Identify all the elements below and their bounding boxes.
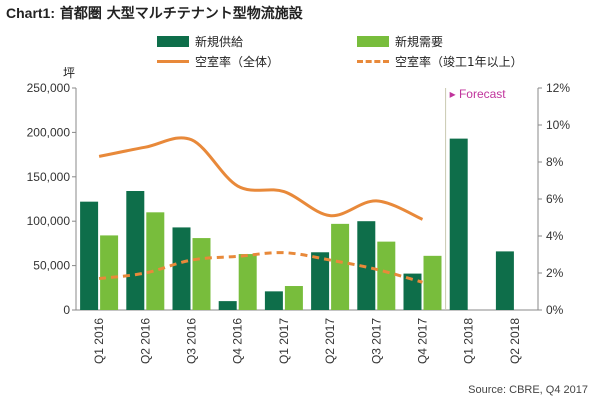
x-tick-label: Q1 2017	[277, 318, 291, 364]
line-vacancy-all	[98, 136, 424, 221]
x-tick-label: Q1 2016	[92, 318, 106, 364]
bar-demand	[146, 212, 165, 310]
legend-vacancy-1yr: 空室率（竣工1年以上）	[357, 53, 523, 70]
bar-supply	[126, 191, 145, 310]
bar-supply	[80, 201, 99, 310]
bar-supply	[311, 252, 330, 310]
legend-supply-swatch	[157, 36, 189, 47]
bar-demand	[331, 223, 350, 310]
forecast-label: ▸ Forecast	[450, 87, 507, 101]
legend-vacancy-1yr-label: 空室率（竣工1年以上）	[395, 55, 523, 69]
y-left-tick-label: 100,000	[27, 214, 71, 228]
legend-supply: 新規供給	[157, 33, 243, 50]
bar-supply	[449, 138, 468, 310]
x-tick-label: Q2 2017	[323, 318, 337, 364]
bar-demand	[423, 255, 442, 310]
y-left-tick-label: 200,000	[27, 125, 71, 139]
y-right-tick-label: 6%	[546, 192, 564, 206]
legend-vacancy-1yr-swatch	[357, 60, 389, 63]
bar-demand	[192, 238, 211, 310]
y-right-tick-label: 10%	[546, 118, 570, 132]
legend-vacancy-all-swatch	[157, 60, 189, 63]
chart-title-main: 首都圏 大型マルチテナント型物流施設	[59, 6, 303, 22]
bar-supply	[495, 251, 514, 310]
y-right-tick-label: 2%	[546, 266, 564, 280]
y-left-tick-label: 0	[63, 303, 70, 317]
x-tick-label: Q3 2016	[185, 318, 199, 364]
y-right-tick-label: 8%	[546, 155, 564, 169]
bar-supply	[172, 227, 191, 310]
bar-supply	[264, 291, 283, 310]
legend-vacancy-all: 空室率（全体）	[157, 53, 279, 70]
line-vacancy-1yr	[98, 251, 423, 284]
legend-demand-swatch	[357, 36, 389, 47]
legend-demand-label: 新規需要	[395, 35, 444, 49]
x-tick-label: Q4 2017	[416, 318, 430, 364]
bar-supply	[218, 301, 237, 310]
legend-demand: 新規需要	[357, 33, 443, 50]
y-left-tick-label: 150,000	[27, 170, 71, 184]
source-note: Source: CBRE, Q4 2017	[468, 384, 588, 396]
x-tick-label: Q2 2016	[138, 318, 152, 364]
bar-demand	[284, 286, 303, 310]
chart-title: Chart1: 首都圏 大型マルチテナント型物流施設	[6, 3, 303, 23]
legend-supply-label: 新規供給	[195, 35, 244, 49]
y-right-tick-label: 4%	[546, 229, 564, 243]
y-left-tick-label: 250,000	[27, 81, 71, 95]
x-tick-label: Q3 2017	[369, 318, 383, 364]
y-left-tick-label: 50,000	[33, 259, 70, 273]
bar-supply	[403, 273, 422, 310]
bar-demand	[377, 241, 396, 310]
bar-demand	[100, 235, 119, 310]
legend-vacancy-all-label: 空室率（全体）	[195, 55, 280, 69]
chart-title-prefix: Chart1:	[6, 5, 56, 21]
x-tick-label: Q4 2016	[231, 318, 245, 364]
x-tick-label: Q2 2018	[508, 318, 522, 364]
x-tick-label: Q1 2018	[462, 318, 476, 364]
y-axis-unit-label: 坪	[63, 66, 76, 80]
bar-demand	[238, 254, 257, 310]
y-right-tick-label: 0%	[546, 303, 564, 317]
y-right-tick-label: 12%	[546, 81, 570, 95]
